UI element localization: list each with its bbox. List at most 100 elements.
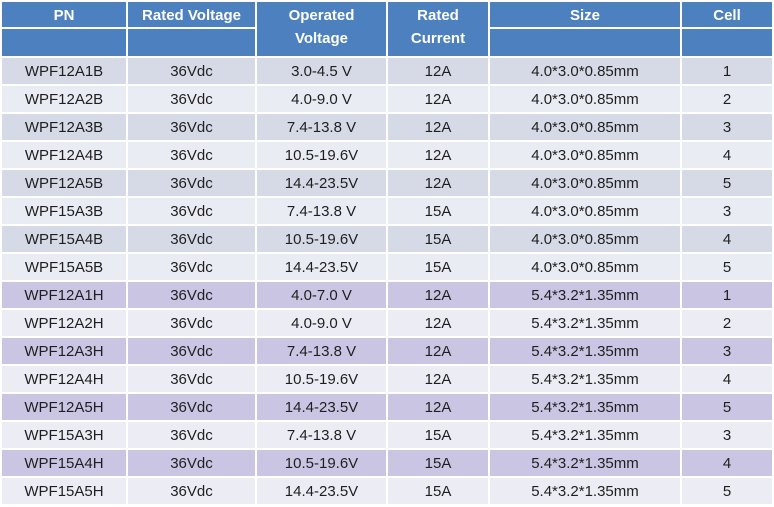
table-row: WPF15A5B 36Vdc 14.4-23.5V 15A 4.0*3.0*0.85mm…: [2, 254, 772, 280]
cell-pn: WPF12A4H: [2, 366, 126, 392]
column-header-rated-voltage: Rated Voltage: [128, 2, 255, 56]
table-row: WPF12A3H 36Vdc 7.4-13.8 V 12A 5.4*3.2*1.35mm…: [2, 338, 772, 364]
cell-operated_voltage: 4.0-9.0 V: [257, 310, 386, 336]
cell-rated_current: 15A: [388, 450, 488, 476]
column-header-rated-current: Rated Current: [388, 2, 488, 56]
cell-size: 4.0*3.0*0.85mm: [490, 142, 680, 168]
cell-rated_voltage: 36Vdc: [128, 478, 255, 504]
cell-cell: 5: [682, 170, 772, 196]
cell-operated_voltage: 14.4-23.5V: [257, 394, 386, 420]
cell-rated_current: 12A: [388, 366, 488, 392]
cell-operated_voltage: 14.4-23.5V: [257, 170, 386, 196]
cell-pn: WPF15A5B: [2, 254, 126, 280]
cell-size: 5.4*3.2*1.35mm: [490, 422, 680, 448]
table-row: WPF12A2H 36Vdc 4.0-9.0 V 12A 5.4*3.2*1.35mm 2: [2, 310, 772, 336]
cell-size: 5.4*3.2*1.35mm: [490, 394, 680, 420]
cell-pn: WPF12A1B: [2, 58, 126, 84]
cell-rated_voltage: 36Vdc: [128, 338, 255, 364]
cell-pn: WPF15A3B: [2, 198, 126, 224]
cell-operated_voltage: 7.4-13.8 V: [257, 114, 386, 140]
cell-operated_voltage: 10.5-19.6V: [257, 450, 386, 476]
table-row: WPF12A4B 36Vdc 10.5-19.6V 12A 4.0*3.0*0.85mm…: [2, 142, 772, 168]
table-row: WPF15A4H 36Vdc 10.5-19.6V 15A 5.4*3.2*1.35mm…: [2, 450, 772, 476]
cell-cell: 3: [682, 114, 772, 140]
cell-cell: 3: [682, 198, 772, 224]
cell-size: 4.0*3.0*0.85mm: [490, 86, 680, 112]
cell-rated_current: 12A: [388, 114, 488, 140]
cell-rated_current: 12A: [388, 142, 488, 168]
table-row: WPF12A4H 36Vdc 10.5-19.6V 12A 5.4*3.2*1.35mm…: [2, 366, 772, 392]
cell-rated_voltage: 36Vdc: [128, 114, 255, 140]
cell-size: 4.0*3.0*0.85mm: [490, 198, 680, 224]
cell-pn: WPF12A3B: [2, 114, 126, 140]
column-header-size: Size: [490, 2, 680, 56]
cell-rated_current: 15A: [388, 422, 488, 448]
cell-size: 5.4*3.2*1.35mm: [490, 478, 680, 504]
cell-pn: WPF12A1H: [2, 282, 126, 308]
cell-pn: WPF15A4H: [2, 450, 126, 476]
cell-size: 4.0*3.0*0.85mm: [490, 254, 680, 280]
cell-cell: 4: [682, 142, 772, 168]
cell-rated_voltage: 36Vdc: [128, 86, 255, 112]
cell-rated_voltage: 36Vdc: [128, 142, 255, 168]
cell-pn: WPF12A5H: [2, 394, 126, 420]
cell-rated_current: 15A: [388, 478, 488, 504]
cell-operated_voltage: 14.4-23.5V: [257, 254, 386, 280]
cell-operated_voltage: 7.4-13.8 V: [257, 422, 386, 448]
cell-rated_voltage: 36Vdc: [128, 170, 255, 196]
cell-pn: WPF12A3H: [2, 338, 126, 364]
table-row: WPF12A1H 36Vdc 4.0-7.0 V 12A 5.4*3.2*1.35mm 1: [2, 282, 772, 308]
cell-operated_voltage: 7.4-13.8 V: [257, 338, 386, 364]
cell-pn: WPF12A2B: [2, 86, 126, 112]
table-row: WPF12A2B 36Vdc 4.0-9.0 V 12A 4.0*3.0*0.85mm 2: [2, 86, 772, 112]
cell-operated_voltage: 4.0-9.0 V: [257, 86, 386, 112]
cell-rated_current: 12A: [388, 282, 488, 308]
cell-rated_voltage: 36Vdc: [128, 394, 255, 420]
cell-pn: WPF12A4B: [2, 142, 126, 168]
cell-size: 5.4*3.2*1.35mm: [490, 366, 680, 392]
cell-size: 4.0*3.0*0.85mm: [490, 58, 680, 84]
cell-pn: WPF15A4B: [2, 226, 126, 252]
cell-size: 5.4*3.2*1.35mm: [490, 450, 680, 476]
cell-rated_voltage: 36Vdc: [128, 310, 255, 336]
column-header-cell: Cell: [682, 2, 772, 56]
cell-rated_current: 15A: [388, 254, 488, 280]
cell-rated_current: 12A: [388, 394, 488, 420]
column-header-pn: PN: [2, 2, 126, 56]
cell-rated_voltage: 36Vdc: [128, 254, 255, 280]
table-body: WPF12A1B 36Vdc 3.0-4.5 V 12A 4.0*3.0*0.85mm 1…: [2, 58, 772, 504]
cell-cell: 1: [682, 282, 772, 308]
table-row: WPF15A3H 36Vdc 7.4-13.8 V 15A 5.4*3.2*1.35mm…: [2, 422, 772, 448]
cell-size: 4.0*3.0*0.85mm: [490, 170, 680, 196]
cell-operated_voltage: 10.5-19.6V: [257, 226, 386, 252]
cell-pn: WPF15A3H: [2, 422, 126, 448]
cell-cell: 2: [682, 310, 772, 336]
cell-rated_voltage: 36Vdc: [128, 58, 255, 84]
column-header-operated-voltage: Operated Voltage: [257, 2, 386, 56]
table-row: WPF12A3B 36Vdc 7.4-13.8 V 12A 4.0*3.0*0.85mm…: [2, 114, 772, 140]
cell-rated_voltage: 36Vdc: [128, 366, 255, 392]
cell-rated_voltage: 36Vdc: [128, 282, 255, 308]
cell-pn: WPF12A5B: [2, 170, 126, 196]
table-row: WPF15A5H 36Vdc 14.4-23.5V 15A 5.4*3.2*1.35mm…: [2, 478, 772, 504]
cell-cell: 3: [682, 422, 772, 448]
cell-size: 4.0*3.0*0.85mm: [490, 226, 680, 252]
cell-rated_current: 15A: [388, 198, 488, 224]
cell-cell: 2: [682, 86, 772, 112]
cell-operated_voltage: 3.0-4.5 V: [257, 58, 386, 84]
cell-cell: 4: [682, 450, 772, 476]
cell-cell: 3: [682, 338, 772, 364]
cell-size: 4.0*3.0*0.85mm: [490, 114, 680, 140]
cell-cell: 1: [682, 58, 772, 84]
header-row: PN Rated Voltage Operated Voltage Rated …: [2, 2, 772, 56]
cell-cell: 4: [682, 226, 772, 252]
table-row: WPF15A3B 36Vdc 7.4-13.8 V 15A 4.0*3.0*0.85mm…: [2, 198, 772, 224]
cell-cell: 4: [682, 366, 772, 392]
cell-size: 5.4*3.2*1.35mm: [490, 338, 680, 364]
cell-rated_current: 12A: [388, 58, 488, 84]
table-row: WPF12A1B 36Vdc 3.0-4.5 V 12A 4.0*3.0*0.85mm 1: [2, 58, 772, 84]
cell-pn: WPF15A5H: [2, 478, 126, 504]
cell-rated_current: 12A: [388, 86, 488, 112]
table-row: WPF12A5H 36Vdc 14.4-23.5V 12A 5.4*3.2*1.35mm…: [2, 394, 772, 420]
